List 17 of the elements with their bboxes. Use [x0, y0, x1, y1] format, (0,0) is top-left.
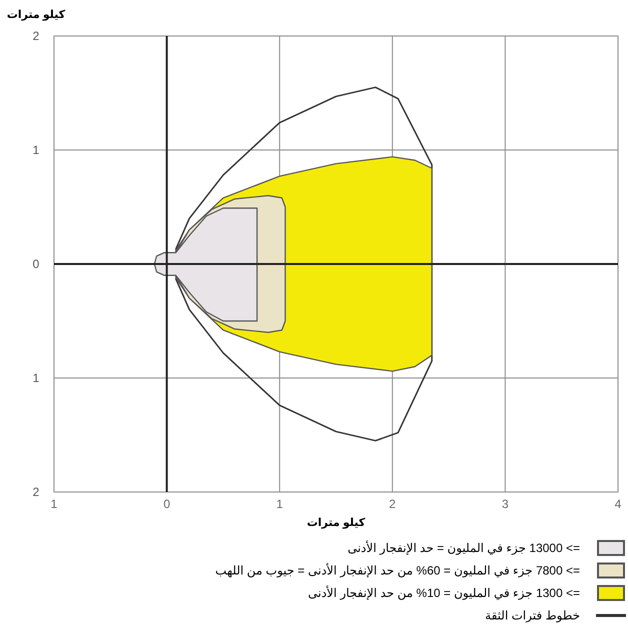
x-tick-label: 3 — [502, 497, 509, 511]
legend-label: => 1300 جزء في المليون = 10% من حد الإنفجار الأدنى — [308, 585, 580, 600]
y-tick-label: 1 — [32, 371, 40, 385]
y-tick-label: 2 — [32, 485, 40, 499]
x-axis-title: كيلو مترات — [306, 517, 366, 529]
x-tick-label: 4 — [614, 497, 622, 511]
x-tick-label: 0 — [163, 497, 170, 511]
y-axis-title: كيلو مترات — [6, 9, 66, 21]
x-tick-label: 2 — [389, 497, 396, 511]
y-tick-label: 2 — [32, 29, 40, 43]
x-tick-label: 1 — [276, 497, 284, 511]
legend-label: خطوط فترات الثقة — [485, 608, 580, 622]
legend-label: => 7800 جزء في المليون = 60% من حد الإنفجار الأدنى = جيوب من اللهب — [215, 562, 580, 578]
legend-label: => 13000 جزء في المليون = حد الإنفجار الأدنى — [348, 540, 580, 555]
x-tick-label: 1 — [50, 497, 58, 511]
y-tick-label: 0 — [32, 257, 40, 271]
y-tick-label: 1 — [32, 143, 40, 157]
